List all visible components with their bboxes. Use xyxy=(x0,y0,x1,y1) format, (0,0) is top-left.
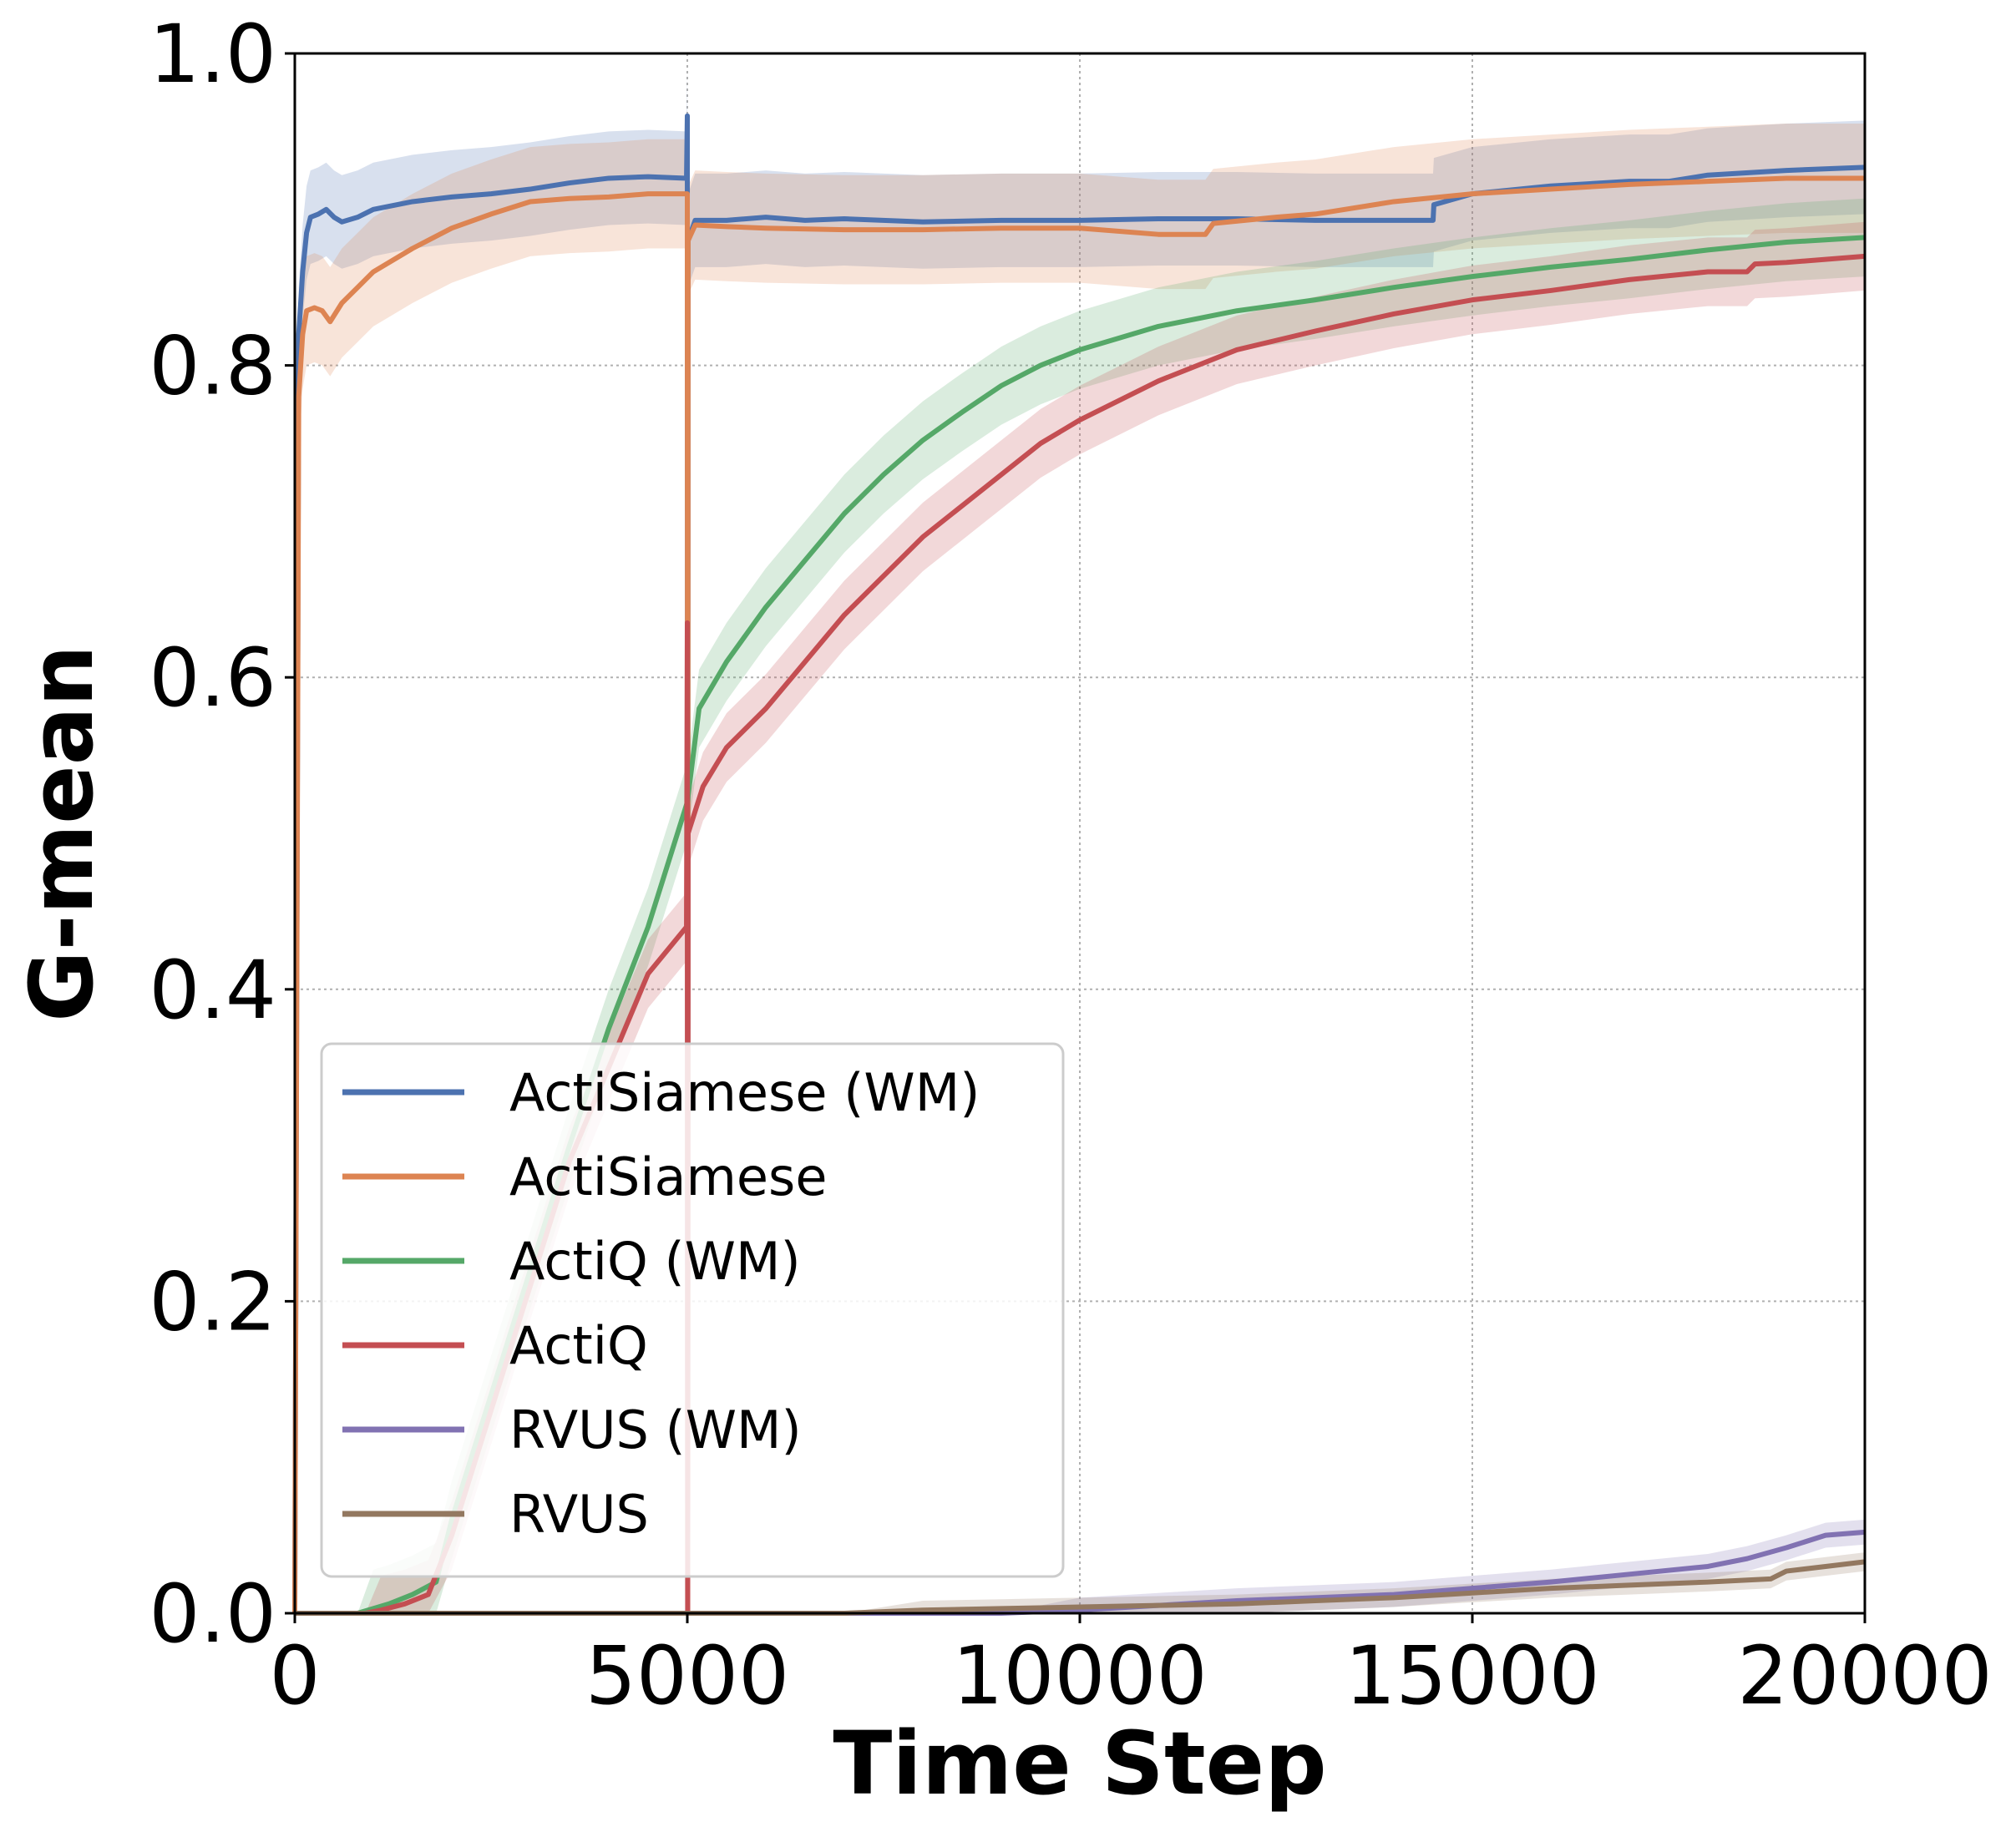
series-line xyxy=(295,1559,1866,1616)
series-line xyxy=(292,175,1865,1616)
legend-box xyxy=(320,1042,1065,1578)
axis-ticks: 0 5000 10000 15000 20000 0.0 0.2 0.4 0.6 0.8 1.0 xyxy=(149,8,1992,1723)
series-band xyxy=(295,68,1865,1613)
x-tick-label: 15000 xyxy=(1345,1629,1599,1723)
legend: ActiSiamese (WM) ActiSiamese ActiQ (WM) Act… xyxy=(320,1042,1065,1578)
y-tick-label: 0.8 xyxy=(149,320,276,413)
y-tick-label: 0.6 xyxy=(149,631,276,725)
legend-entry-label: ActiSiamese (WM) xyxy=(509,1062,980,1123)
y-axis-label: G-mean xyxy=(11,645,113,1022)
legend-entry-label: ActiSiamese xyxy=(509,1146,828,1207)
legend-entry-label: RVUS (WM) xyxy=(509,1399,802,1460)
y-tick-label: 1.0 xyxy=(149,8,276,101)
legend-entry-label: RVUS xyxy=(509,1484,649,1545)
series-band xyxy=(295,1552,1865,1613)
y-tick-label: 0.4 xyxy=(149,944,276,1037)
x-axis-label: Time Step xyxy=(833,1713,1326,1814)
x-tick-label: 20000 xyxy=(1737,1629,1992,1723)
legend-entry-label: ActiQ xyxy=(509,1315,648,1376)
y-tick-label: 0.2 xyxy=(149,1255,276,1349)
x-tick-label: 0 xyxy=(269,1629,320,1723)
legend-entry-label: ActiQ (WM) xyxy=(509,1231,801,1292)
series-band xyxy=(295,124,1865,1613)
y-tick-label: 0.0 xyxy=(149,1567,276,1661)
x-tick-label: 10000 xyxy=(952,1629,1207,1723)
x-tick-label: 5000 xyxy=(585,1629,789,1723)
